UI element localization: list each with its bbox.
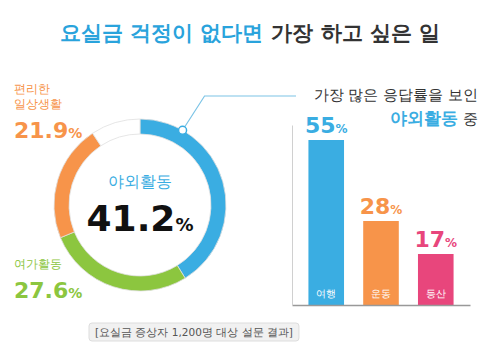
value-unit: %: [68, 125, 82, 141]
segment-value: 27.6%: [14, 278, 82, 303]
donut: [54, 119, 226, 291]
bar-category: 등산: [426, 288, 446, 299]
segment-label: 편리한일상생활: [14, 82, 62, 111]
bar-value: 55%: [305, 113, 348, 138]
note-group: [요실금 증상자 1,200명 대상 설문 결과]: [89, 323, 299, 341]
annotation-part: 중: [463, 110, 478, 128]
bar-value: 28%: [360, 194, 403, 219]
donut-segment: [60, 232, 185, 291]
value-unit: %: [445, 236, 457, 250]
annotation-highlight: 야외활동: [390, 108, 458, 128]
bar: [418, 254, 454, 305]
segment-value: 41.2%: [87, 198, 194, 239]
note: [요실금 증상자 1,200명 대상 설문 결과]: [95, 326, 293, 338]
title-part: 요실금 걱정이 없다면: [60, 21, 264, 45]
bar: [308, 140, 344, 305]
annotation: 가장 많은 응답률을 보인: [314, 86, 478, 104]
value-number: 17: [414, 227, 445, 252]
title: 요실금 걱정이 없다면 가장 하고 싶은 일: [60, 21, 441, 45]
value-unit: %: [390, 203, 402, 217]
annotation: 야외활동 중: [390, 108, 478, 128]
value-number: 41.2: [87, 198, 176, 239]
value-number: 28: [360, 194, 391, 219]
label-line: 편리한: [14, 82, 50, 96]
bar: [363, 221, 399, 305]
bar-category: 여행: [316, 288, 336, 299]
y-axis-line: [292, 126, 293, 306]
donut-segment: [93, 119, 140, 146]
bar-category: 운동: [371, 288, 391, 299]
x-axis: [293, 305, 471, 306]
value-number: 27.6: [14, 278, 68, 303]
value-unit: %: [68, 285, 82, 301]
segment-value: 21.9%: [14, 118, 82, 143]
value-number: 21.9: [14, 118, 68, 143]
y-axis: [292, 126, 293, 306]
bars: [308, 140, 453, 305]
label-line: 여가활동: [14, 257, 62, 271]
note-box: [89, 323, 299, 341]
value-unit: %: [175, 214, 193, 235]
value-unit: %: [336, 122, 348, 136]
leader-dot: [179, 126, 187, 134]
label-line: 일상생활: [14, 97, 62, 111]
segment-label: 야외활동: [108, 172, 172, 191]
bar-value: 17%: [414, 227, 457, 252]
value-number: 55: [305, 113, 336, 138]
title-part: 가장 하고 싶은 일: [271, 21, 440, 45]
segment-label: 여가활동: [14, 257, 62, 271]
infographic: 요실금 걱정이 없다면 가장 하고 싶은 일야외활동 41.2% 여가활동 27.6% 편…: [0, 0, 500, 363]
leader-line: [183, 96, 296, 130]
x-axis-line: [293, 305, 471, 307]
